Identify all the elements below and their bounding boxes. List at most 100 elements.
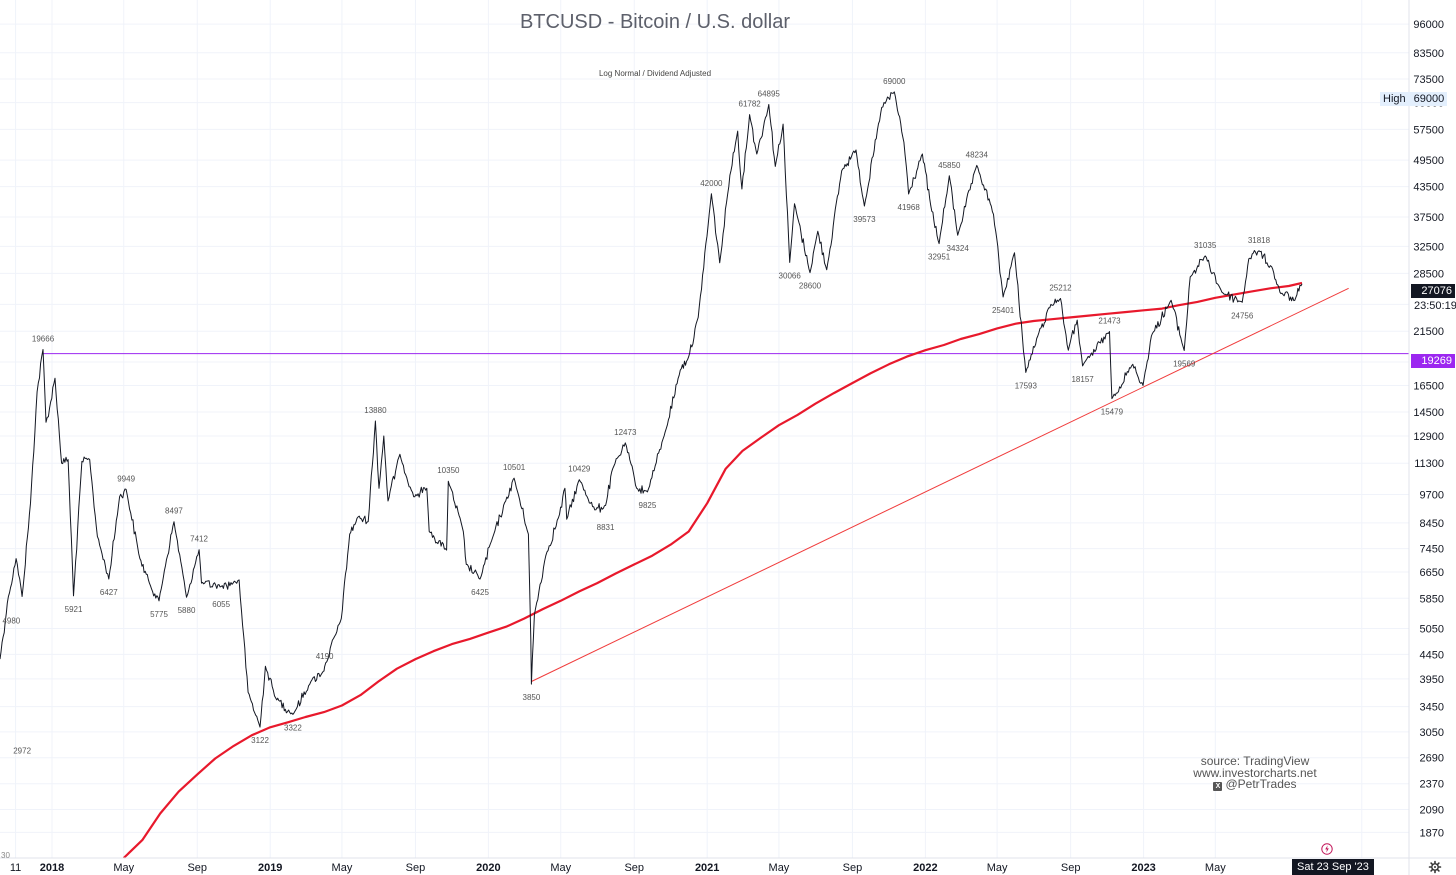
y-tick-label: 9700 [1420, 490, 1444, 502]
moving-average-line [122, 281, 1303, 859]
high-value: 69000 [1413, 93, 1445, 105]
price-annotation: 64895 [758, 90, 781, 99]
price-annotation: 31818 [1248, 236, 1271, 245]
price-annotation: 13880 [364, 406, 387, 415]
price-annotation: 7412 [190, 535, 208, 544]
x-tick-label: 11 [10, 862, 21, 874]
credit-website: www.investorcharts.net [1193, 765, 1317, 780]
price-annotation: 21473 [1098, 316, 1121, 325]
price-annotation: 32951 [928, 253, 951, 262]
price-annotation: 12473 [614, 428, 637, 437]
price-annotation: 6055 [212, 600, 230, 609]
x-tick-label: 2020 [476, 862, 500, 874]
price-annotation: 69000 [883, 77, 906, 86]
price-annotation: 15479 [1101, 408, 1124, 417]
y-tick-label: 6650 [1420, 567, 1444, 579]
source-credits: source: TradingView www.investorcharts.n… [1150, 754, 1360, 791]
price-annotation: 10429 [568, 465, 591, 474]
y-tick-label: 2090 [1420, 804, 1444, 816]
price-annotation: 25212 [1049, 284, 1072, 293]
price-annotation: 28600 [799, 282, 822, 291]
price-annotation: 17593 [1015, 381, 1038, 390]
x-tick-label: May [769, 862, 790, 874]
y-tick-label: 4450 [1420, 649, 1444, 661]
bolt-icon[interactable] [1321, 843, 1333, 855]
x-tick-label: May [987, 862, 1008, 874]
price-annotation: 19569 [1173, 360, 1196, 369]
y-tick-label: 14500 [1413, 407, 1444, 419]
price-annotation: 6425 [471, 588, 489, 597]
x-tick-label: May [113, 862, 134, 874]
y-tick-label: 2370 [1420, 779, 1444, 791]
y-tick-label: 7450 [1420, 544, 1444, 556]
price-annotation: 10501 [503, 463, 526, 472]
x-tick-label: 2019 [258, 862, 282, 874]
price-annotation: 25401 [992, 306, 1015, 315]
price-annotation: 18157 [1071, 375, 1094, 384]
price-annotation: 10350 [437, 466, 460, 475]
series-layer [0, 91, 1409, 859]
y-tick-label: 96000 [1413, 19, 1444, 31]
y-tick-label: 3050 [1420, 727, 1444, 739]
y-tick-label: 5050 [1420, 623, 1444, 635]
price-annotation: 2972 [13, 746, 31, 755]
y-tick-label: 37500 [1413, 212, 1444, 224]
y-tick-label: 5850 [1420, 593, 1444, 605]
x-tick-label-fragment: 30 [1, 851, 10, 860]
price-annotation: 5880 [178, 606, 196, 615]
chart-title: BTCUSD - Bitcoin / U.S. dollar [519, 11, 791, 33]
y-tick-label: 11300 [1414, 458, 1444, 470]
level-value-tag: 19269 [1411, 354, 1455, 368]
x-tick-label: Sep [624, 862, 644, 874]
x-tick-label: May [1205, 862, 1226, 874]
grid-layer [0, 0, 1409, 858]
credit-handle: @PetrTrades [1225, 777, 1297, 791]
y-tick-label: 49500 [1413, 155, 1444, 167]
credit-handle-row: X @PetrTrades [1150, 777, 1360, 791]
gear-icon[interactable] [1428, 860, 1442, 874]
price-annotation: 48234 [966, 150, 989, 159]
y-tick-label: 2690 [1420, 753, 1444, 765]
support-trendline [531, 287, 1349, 682]
y-tick-label: 16500 [1413, 381, 1444, 393]
x-tick-label: 2021 [695, 862, 719, 874]
x-tick-label: May [332, 862, 353, 874]
x-tick-label: Sep [406, 862, 426, 874]
price-annotation: 61782 [739, 100, 762, 109]
bar-countdown-tag: 23:50:19 [1411, 299, 1456, 313]
y-tick-label: 83500 [1413, 48, 1444, 60]
price-annotation: 39573 [853, 215, 876, 224]
y-tick-label: 73500 [1413, 74, 1444, 86]
price-annotation: 19666 [32, 334, 55, 343]
last-price-tag: 27076 [1411, 284, 1455, 298]
y-tick-label: 8450 [1420, 518, 1444, 530]
price-annotation: 5921 [65, 605, 83, 614]
high-label: High [1383, 93, 1406, 105]
price-annotation: 5775 [150, 610, 168, 619]
x-tick-label: 2022 [913, 862, 937, 874]
price-annotation: 3322 [284, 723, 302, 732]
annotation-layer: 4980 2972 19666 5921 6427 9949 5775 8497 5880 741… [2, 77, 1270, 755]
price-annotation: 4980 [2, 616, 20, 625]
price-annotation: 8831 [597, 523, 615, 532]
price-annotation: 45850 [938, 161, 961, 170]
x-tick-label: Sep [843, 862, 863, 874]
x-tick-label: 2023 [1131, 862, 1155, 874]
current-date-tag: Sat 23 Sep '23 [1292, 859, 1374, 875]
y-tick-label: 12900 [1413, 431, 1444, 443]
y-tick-label: 3950 [1420, 674, 1444, 686]
y-tick-label: 28500 [1413, 268, 1444, 280]
price-annotation: 34324 [947, 244, 970, 253]
x-tick-label: 2018 [40, 862, 64, 874]
price-annotation: 9949 [117, 474, 135, 483]
y-tick-label: 21500 [1413, 326, 1444, 338]
price-annotation: 3850 [523, 693, 541, 702]
price-annotation: 9825 [639, 501, 657, 510]
price-annotation: 3122 [251, 736, 269, 745]
price-annotation: 24756 [1231, 311, 1254, 320]
credit-source: source: TradingView [1200, 754, 1310, 768]
price-annotation: 6427 [100, 588, 118, 597]
